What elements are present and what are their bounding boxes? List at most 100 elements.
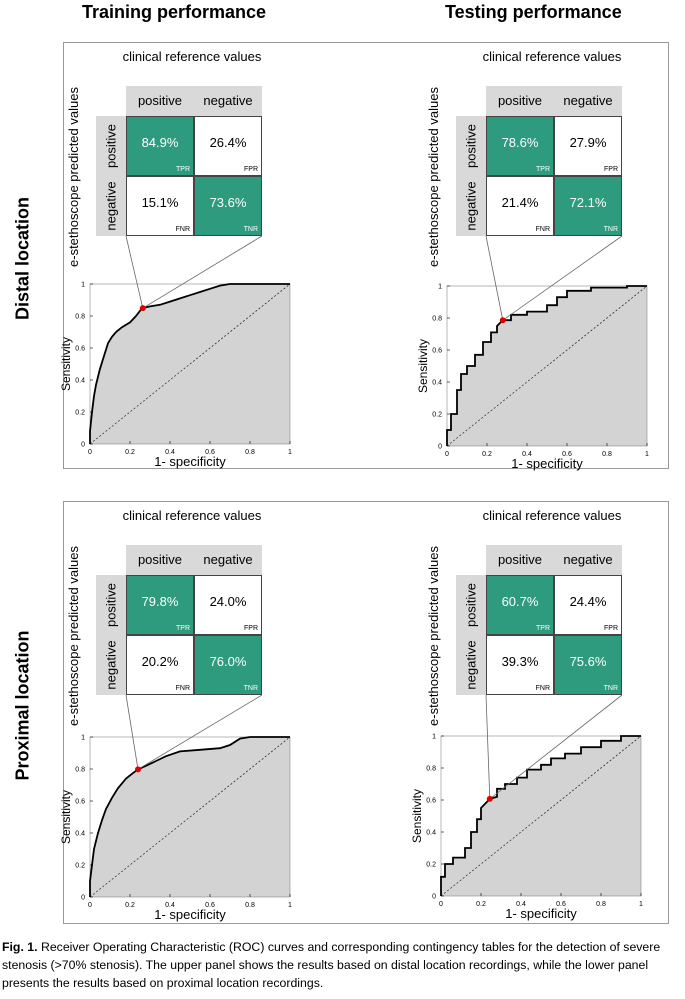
column-title-testing: Testing performance bbox=[445, 2, 622, 22]
tpr-label: TPR bbox=[536, 625, 550, 632]
operating-point-marker bbox=[139, 305, 146, 312]
x-tick-label: 0.8 bbox=[602, 451, 612, 458]
x-tick-label: 0.8 bbox=[596, 901, 606, 908]
col-header-negative: negative bbox=[194, 86, 262, 116]
y-axis-label: Sensitivity bbox=[416, 339, 430, 393]
cell-tnr: 72.1% TNR bbox=[554, 176, 622, 236]
row-header-positive: positive bbox=[456, 575, 486, 635]
cell-fpr: 27.9% FPR bbox=[554, 116, 622, 176]
y-axis-label: Sensitivity bbox=[59, 790, 73, 844]
x-axis-label: 1- specificity bbox=[511, 456, 583, 471]
predicted-values-title: e-stethoscope predicted values bbox=[66, 87, 81, 267]
x-tick-label: 0.2 bbox=[125, 449, 135, 456]
x-tick-label: 0.6 bbox=[562, 451, 572, 458]
y-tick-label: 0.4 bbox=[75, 831, 85, 838]
y-tick-label: 0.6 bbox=[426, 798, 436, 805]
row-header-negative-label: negative bbox=[463, 181, 479, 231]
col-header-positive: positive bbox=[126, 86, 194, 116]
operating-point-marker bbox=[486, 795, 493, 802]
col-header-negative: negative bbox=[554, 86, 622, 116]
row-header-negative-label: negative bbox=[463, 640, 479, 690]
row-header-positive-label: positive bbox=[463, 123, 479, 169]
cell-fnr: 20.2% FNR bbox=[126, 635, 194, 695]
x-tick-label: 0 bbox=[439, 901, 443, 908]
y-tick-label: 0.6 bbox=[75, 346, 85, 353]
y-tick-label: 0.8 bbox=[75, 767, 85, 774]
roc-chart: 0 0.2 0.4 0.6 0.8 1 0 0.2 0.4 0.6 0.8 1 Sensitivity bbox=[410, 694, 643, 908]
x-axis-label: 1- specificity bbox=[505, 906, 577, 921]
roc-chart: 0 0.2 0.4 0.6 0.8 1 0 0.2 0.4 0.6 0.8 1 Sensitivity bbox=[416, 235, 649, 458]
operating-point-marker bbox=[499, 317, 506, 324]
connector-right bbox=[502, 235, 623, 321]
predicted-values-title: e-stethoscope predicted values bbox=[426, 87, 441, 267]
fpr-value: 24.4% bbox=[569, 594, 607, 609]
fpr-value: 24.0% bbox=[209, 594, 247, 609]
tpr-value: 79.8% bbox=[141, 594, 179, 609]
y-tick-label: 0.4 bbox=[432, 380, 442, 387]
row-header-positive: positive bbox=[96, 575, 126, 635]
x-tick-label: 0.4 bbox=[165, 902, 175, 909]
y-tick-label: 1 bbox=[81, 282, 85, 289]
roc-curve bbox=[89, 736, 290, 897]
x-axis-label: 1- specificity bbox=[154, 454, 226, 469]
y-tick-label: 0 bbox=[81, 442, 85, 449]
tpr-value: 84.9% bbox=[141, 135, 179, 150]
y-tick-label: 0.8 bbox=[75, 314, 85, 321]
x-tick-label: 0.2 bbox=[482, 451, 492, 458]
fnr-value: 39.3% bbox=[501, 654, 539, 669]
plot-frame bbox=[446, 285, 648, 447]
fpr-label: FPR bbox=[604, 625, 618, 632]
ref-values-title: clinical reference values bbox=[122, 508, 262, 523]
x-axis-label: 1- specificity bbox=[154, 907, 226, 922]
x-tick-label: 1 bbox=[288, 902, 292, 909]
x-tick-label: 0.2 bbox=[125, 902, 135, 909]
ref-values-title: clinical reference values bbox=[482, 508, 622, 523]
column-title-training: Training performance bbox=[82, 2, 267, 22]
tpr-value: 60.7% bbox=[501, 594, 539, 609]
row-title-proximal: Proximal location bbox=[12, 630, 33, 781]
row-header-positive-label: positive bbox=[463, 582, 479, 628]
x-tick-label: 0 bbox=[445, 451, 449, 458]
cell-tpr: 78.6% TPR bbox=[486, 116, 554, 176]
tnr-label: TNR bbox=[243, 226, 258, 233]
tpr-label: TPR bbox=[536, 166, 550, 173]
connector-left bbox=[125, 694, 139, 770]
tnr-label: TNR bbox=[603, 685, 618, 692]
cell-tpr: 84.9% TPR bbox=[126, 116, 194, 176]
x-tick-label: 0.6 bbox=[205, 902, 215, 909]
predicted-values-title: e-stethoscope predicted values bbox=[426, 546, 441, 726]
predicted-values-title: e-stethoscope predicted values bbox=[66, 546, 81, 726]
row-header-negative-label: negative bbox=[103, 640, 119, 690]
x-tick-label: 1 bbox=[645, 451, 649, 458]
cell-fnr: 21.4% FNR bbox=[486, 176, 554, 236]
fpr-label: FPR bbox=[244, 166, 258, 173]
connector-right bbox=[137, 694, 263, 770]
figure-caption: Fig. 1. Receiver Operating Characteristi… bbox=[2, 938, 682, 992]
tpr-value: 78.6% bbox=[501, 135, 539, 150]
tnr-label: TNR bbox=[243, 685, 258, 692]
operating-point-marker bbox=[135, 766, 141, 773]
fnr-label: FNR bbox=[535, 685, 550, 692]
y-tick-label: 0.8 bbox=[426, 766, 436, 773]
connector-right bbox=[489, 694, 623, 800]
x-tick-label: 0 bbox=[88, 449, 92, 456]
y-tick-label: 0 bbox=[81, 895, 85, 902]
connector-left bbox=[485, 235, 504, 321]
roc-curve bbox=[89, 283, 290, 444]
cell-tnr: 76.0% TNR bbox=[194, 635, 262, 695]
connector-left bbox=[125, 235, 144, 309]
x-tick-label: 0.4 bbox=[522, 451, 532, 458]
roc-curve bbox=[440, 735, 641, 896]
caption-text: Receiver Operating Characteristic (ROC) … bbox=[2, 940, 661, 990]
fnr-label: FNR bbox=[175, 685, 190, 692]
x-tick-label: 1 bbox=[288, 449, 292, 456]
y-tick-label: 0.6 bbox=[432, 348, 442, 355]
plot-frame bbox=[89, 283, 291, 445]
x-tick-label: 0 bbox=[88, 902, 92, 909]
y-tick-label: 0.2 bbox=[75, 863, 85, 870]
y-axis-label: Sensitivity bbox=[410, 789, 424, 843]
y-tick-label: 0.8 bbox=[432, 316, 442, 323]
cell-tnr: 73.6% TNR bbox=[194, 176, 262, 236]
y-tick-label: 0.2 bbox=[75, 410, 85, 417]
row-header-negative: negative bbox=[456, 176, 486, 236]
